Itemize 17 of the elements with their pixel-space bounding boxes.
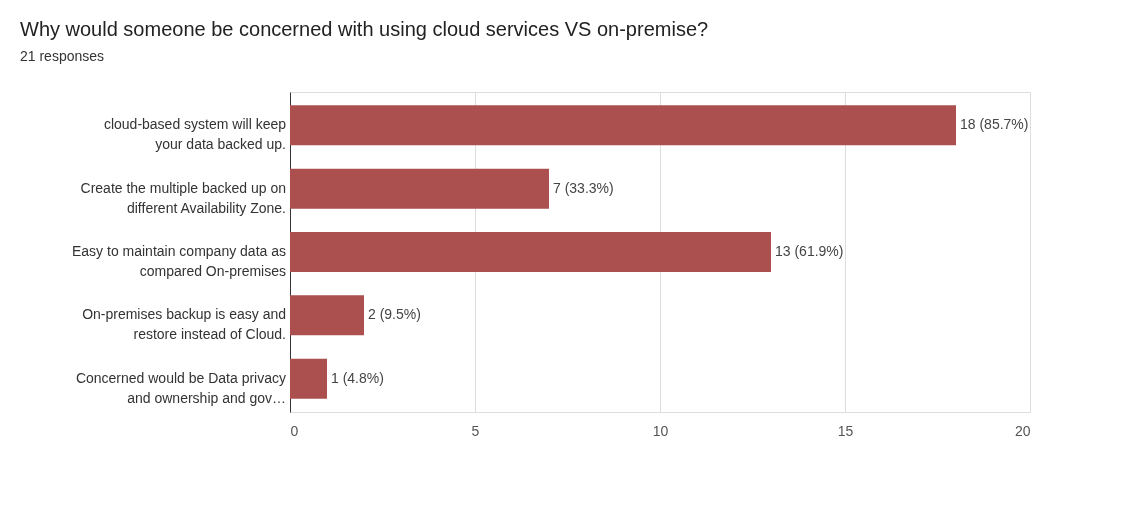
x-tick-label: 10	[652, 422, 669, 439]
y-tick-label: On-premises backup is easy and restore instead of Cloud.	[82, 306, 286, 343]
data-label: 7 (33.3%)	[553, 179, 614, 196]
data-label: 13 (61.9%)	[775, 243, 844, 259]
data-label: 18 (85.7%)	[960, 116, 1029, 133]
x-tick-label: 5	[471, 422, 480, 439]
y-tick-label: Concerned would be Data privacy and ownership and gov…	[75, 369, 286, 406]
data-label: 2 (9.5%)	[368, 306, 421, 323]
text: 21 responses	[20, 48, 105, 64]
x-tick-label: 15	[837, 422, 854, 439]
x-tick-label: 0	[290, 422, 299, 439]
x-tick-label: 20	[1014, 422, 1031, 439]
y-tick-label: Easy to maintain company data as compared On-premises	[71, 243, 286, 279]
data-label: 1 (4.8%)	[331, 369, 384, 386]
y-tick-label: Create the multiple backed up on different Availability Zone.	[80, 179, 286, 216]
y-tick-label: cloud-based system will keep your data backed up.	[103, 116, 287, 153]
chart-title: Why would someone be concerned with using cloud services VS on-premise?	[20, 18, 709, 40]
